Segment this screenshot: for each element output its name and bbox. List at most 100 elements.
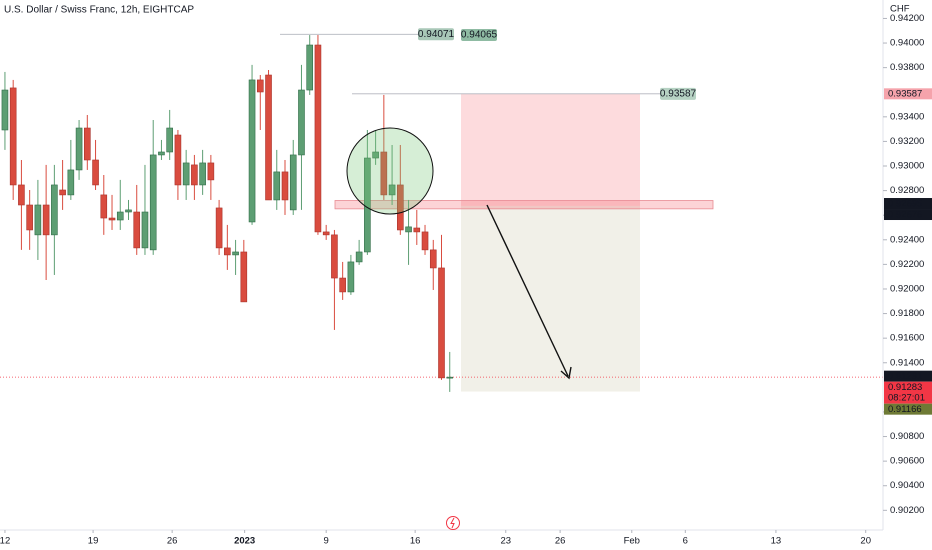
candle-body	[59, 189, 66, 196]
axis-tag-countdown: 08:27:01	[888, 393, 925, 404]
candle-body	[166, 127, 173, 153]
candle-body	[248, 79, 256, 223]
y-tick-label: 0.93200	[890, 136, 924, 147]
y-tick-label: 0.90800	[890, 431, 924, 442]
price-note-box	[660, 87, 696, 100]
price-note-label: 0.93587	[660, 88, 697, 99]
y-tick-label: 0.91400	[890, 357, 924, 368]
candle-body	[388, 184, 396, 196]
y-tick-label: 0.93000	[890, 161, 924, 172]
price-axis-panel	[883, 0, 932, 550]
candle-body	[421, 231, 429, 251]
arrow-line	[486, 204, 569, 377]
candle-body	[224, 247, 231, 256]
axis-tag-label: 0.91291	[888, 371, 922, 382]
y-tick-label: 0.94000	[890, 38, 924, 49]
price-note-box	[461, 29, 497, 42]
x-tick-label: 26	[555, 536, 566, 547]
candle-body	[429, 249, 437, 269]
axis-tag-label: 0.91283	[888, 382, 922, 393]
candle-body	[281, 171, 289, 201]
y-tick-label: 0.91800	[890, 308, 924, 319]
candle-body	[133, 211, 141, 249]
x-tick-label: 2023	[234, 536, 255, 547]
candle-body	[298, 89, 305, 156]
axis-tag	[884, 381, 932, 404]
y-tick-label: 0.93800	[890, 62, 924, 73]
axis-tag-label: 0.92695	[888, 198, 922, 209]
candle-body	[116, 211, 124, 221]
y-tick-label: 0.92400	[890, 234, 924, 245]
candle-body	[1, 89, 9, 131]
candle-body	[446, 376, 454, 379]
price-note-label: 0.94071	[418, 29, 455, 40]
x-tick-label: Feb	[624, 536, 640, 547]
x-tick-label: 26	[167, 536, 178, 547]
candle-body	[149, 154, 157, 251]
candle-body	[372, 151, 379, 159]
target-zone	[461, 205, 640, 392]
replay-icon-bolt[interactable]	[450, 517, 455, 529]
price-note-label: 0.94065	[461, 30, 498, 41]
candle-body	[9, 87, 17, 186]
y-tick-label: 0.92800	[890, 185, 924, 196]
highlight-circle	[346, 127, 434, 215]
x-tick-label: 20	[860, 536, 871, 547]
candle-body	[322, 231, 330, 236]
axis-tag-label: 0.91166	[888, 404, 922, 415]
x-tick-label: 6	[683, 536, 688, 547]
candle-body	[125, 209, 132, 213]
x-tick-label: 19	[88, 536, 99, 547]
y-tick-label: 0.90600	[890, 456, 924, 467]
candle-body	[232, 251, 239, 256]
chart-title: U.S. Dollar / Swiss Franc, 12h, EIGHTCAP	[4, 5, 194, 16]
candle-body	[100, 194, 108, 219]
candle-body	[215, 207, 223, 249]
candle-body	[42, 204, 50, 236]
axes: 0.902000.904000.906000.908000.910000.914…	[0, 13, 932, 547]
entry-zone	[334, 200, 714, 210]
candle-body	[289, 154, 297, 211]
candle-body	[75, 127, 83, 171]
candle-body	[84, 127, 91, 161]
candle-body	[174, 134, 182, 186]
axis-tag-label: 0.93587	[888, 89, 922, 100]
y-tick-label: 0.92000	[890, 283, 924, 294]
y-tick-label: 0.94200	[890, 13, 924, 24]
candle-body	[413, 227, 421, 233]
candle-body	[26, 204, 33, 231]
arrow-head	[560, 366, 572, 380]
candle-body	[182, 162, 190, 186]
y-tick-label: 0.93400	[890, 111, 924, 122]
axis-tag-label: 0.92676	[888, 209, 922, 220]
candle-body	[347, 261, 355, 293]
candle-body	[331, 234, 338, 279]
candle-body	[339, 277, 346, 293]
candle-body	[397, 184, 404, 231]
x-tick-label: 12	[0, 536, 10, 547]
candle-body	[108, 217, 116, 221]
x-tick-label: 9	[324, 536, 329, 547]
price-note-box	[418, 28, 454, 41]
candle-body	[51, 184, 58, 236]
replay-icon[interactable]	[446, 516, 460, 530]
candle-body	[265, 74, 272, 201]
candle-body	[67, 169, 75, 196]
candle-body	[158, 151, 165, 156]
axis-tag	[884, 370, 932, 382]
candle-body	[141, 211, 149, 249]
candle-body	[34, 204, 42, 236]
candle-body	[191, 164, 198, 186]
candle-body	[438, 267, 445, 379]
axis-tag	[884, 209, 932, 221]
stop-zone	[461, 93, 640, 206]
candle-body	[240, 251, 248, 303]
candle-body	[405, 226, 412, 233]
candle-body	[306, 44, 314, 91]
y-tick-label: 0.91600	[890, 333, 924, 344]
candle-body	[256, 79, 264, 93]
x-tick-label: 23	[500, 536, 511, 547]
candles	[1, 35, 454, 392]
candle-body	[207, 162, 215, 181]
